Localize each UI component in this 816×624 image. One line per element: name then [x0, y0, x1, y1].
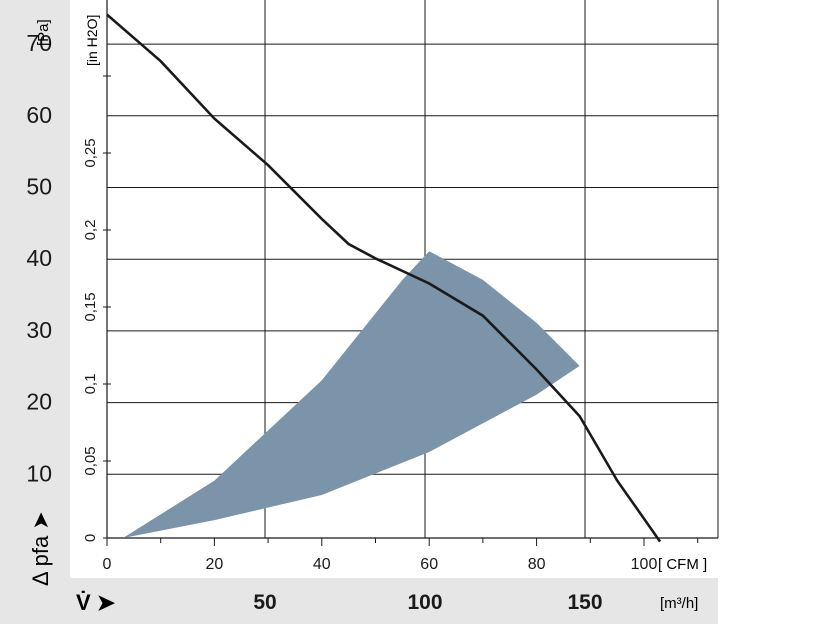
cfm-tick-label: 100: [631, 556, 658, 573]
cfm-tick-label: 40: [313, 556, 331, 573]
cfm-tick-label: 80: [528, 556, 546, 573]
left-axis-panel: [0, 0, 70, 582]
pressure-symbol: Δ pfa ➤: [28, 511, 53, 586]
inh2o-tick-label: 0,05: [82, 446, 99, 475]
pa-tick-label: 10: [26, 460, 52, 486]
flow-symbol: V̇ ➤: [76, 590, 116, 615]
m3h-tick-label: 100: [407, 591, 442, 614]
operating-range-area: [123, 251, 580, 538]
pa-tick-label: 30: [26, 317, 52, 343]
inh2o-tick-label: 0,25: [82, 138, 99, 167]
tick-labels: 10 20 30 40 50 60 70 0 0,05 0,1 0,15 0,2 0,25 0 20 40 60…: [26, 30, 657, 614]
pa-unit-label: [Pa]: [35, 19, 52, 46]
bottom-axis-panel: [0, 578, 718, 624]
cfm-unit-label: [ CFM ]: [658, 556, 707, 573]
inh2o-unit-label: [in H2O]: [84, 15, 100, 66]
cfm-tick-label: 20: [206, 556, 224, 573]
pa-tick-label: 60: [26, 102, 52, 128]
inh2o-tick-label: 0,1: [82, 374, 99, 395]
m3h-tick-label: 50: [253, 591, 276, 614]
cfm-tick-label: 0: [103, 556, 112, 573]
m3h-unit-label: [m³/h]: [660, 595, 698, 612]
performance-curve: [106, 13, 662, 543]
inh2o-tick-label: 0: [82, 534, 99, 542]
m3h-tick-label: 150: [567, 591, 602, 614]
pa-tick-label: 70: [26, 30, 52, 56]
pa-tick-label: 40: [26, 245, 52, 271]
inh2o-tick-label: 0,2: [82, 220, 99, 241]
pa-tick-label: 20: [26, 389, 52, 415]
cfm-tick-label: 60: [420, 556, 438, 573]
inh2o-tick-label: 0,15: [82, 292, 99, 321]
pa-tick-label: 50: [26, 174, 52, 200]
